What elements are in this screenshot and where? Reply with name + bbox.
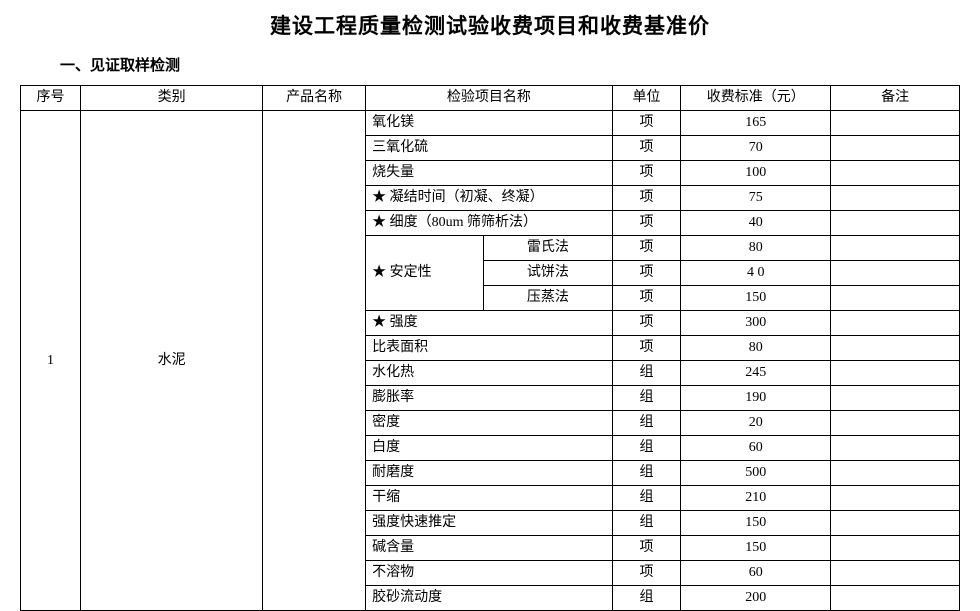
cell-note [831,486,960,511]
cell-item: 胶砂流动度 [366,586,613,611]
cell-item: 密度 [366,411,613,436]
cell-unit: 组 [612,436,681,461]
cell-unit: 项 [612,561,681,586]
table-row: 1 水泥 氧化镁 项 165 [21,111,960,136]
page-title: 建设工程质量检测试验收费项目和收费基准价 [0,10,980,40]
cell-item: 干缩 [366,486,613,511]
col-unit: 单位 [612,86,681,111]
cell-note [831,111,960,136]
cell-note [831,186,960,211]
cell-subitem: 试饼法 [484,261,613,286]
cell-unit: 组 [612,361,681,386]
cell-unit: 项 [612,211,681,236]
cell-item: 烧失量 [366,161,613,186]
cell-note [831,236,960,261]
cell-note [831,336,960,361]
cell-price: 70 [681,136,831,161]
section-heading: 一、见证取样检测 [60,54,980,75]
cell-note [831,361,960,386]
cell-item-group: ★ 安定性 [366,236,484,311]
cell-price: 150 [681,536,831,561]
cell-price: 300 [681,311,831,336]
cell-unit: 组 [612,386,681,411]
cell-price: 100 [681,161,831,186]
cell-note [831,286,960,311]
cell-note [831,311,960,336]
cell-unit: 项 [612,136,681,161]
cell-item: 碱含量 [366,536,613,561]
cell-price: 60 [681,436,831,461]
cell-price: 150 [681,511,831,536]
col-seq: 序号 [21,86,81,111]
cell-unit: 项 [612,336,681,361]
cell-note [831,536,960,561]
cell-price: 500 [681,461,831,486]
cell-item: 膨胀率 [366,386,613,411]
cell-item: ★ 凝结时间（初凝、终凝） [366,186,613,211]
cell-note [831,261,960,286]
cell-price: 40 [681,211,831,236]
cell-item: 耐磨度 [366,461,613,486]
cell-price: 165 [681,111,831,136]
cell-unit: 项 [612,186,681,211]
cell-seq: 1 [21,111,81,611]
cell-item: 强度快速推定 [366,511,613,536]
cell-note [831,136,960,161]
cell-item: ★ 细度（80um 筛筛析法） [366,211,613,236]
cell-unit: 项 [612,311,681,336]
cell-note [831,461,960,486]
cell-subitem: 雷氏法 [484,236,613,261]
cell-unit: 组 [612,586,681,611]
cell-price: 4 0 [681,261,831,286]
cell-price: 210 [681,486,831,511]
cell-price: 20 [681,411,831,436]
cell-unit: 组 [612,461,681,486]
cell-note [831,161,960,186]
cell-unit: 项 [612,286,681,311]
cell-item: ★ 强度 [366,311,613,336]
cell-unit: 项 [612,536,681,561]
table-header-row: 序号 类别 产品名称 检验项目名称 单位 收费标准（元） 备注 [21,86,960,111]
cell-item: 不溶物 [366,561,613,586]
cell-note [831,436,960,461]
cell-unit: 组 [612,411,681,436]
cell-price: 245 [681,361,831,386]
cell-price: 80 [681,236,831,261]
cell-item: 水化热 [366,361,613,386]
cell-price: 60 [681,561,831,586]
cell-price: 190 [681,386,831,411]
cell-unit: 组 [612,511,681,536]
cell-item: 氧化镁 [366,111,613,136]
cell-note [831,211,960,236]
cell-note [831,561,960,586]
cell-note [831,586,960,611]
col-category: 类别 [81,86,263,111]
cell-unit: 项 [612,161,681,186]
cell-note [831,511,960,536]
cell-category: 水泥 [81,111,263,611]
cell-unit: 项 [612,261,681,286]
cell-unit: 组 [612,486,681,511]
col-note: 备注 [831,86,960,111]
cell-item: 比表面积 [366,336,613,361]
cell-note [831,386,960,411]
pricing-table: 序号 类别 产品名称 检验项目名称 单位 收费标准（元） 备注 1 水泥 氧化镁… [20,85,960,611]
cell-subitem: 压蒸法 [484,286,613,311]
cell-unit: 项 [612,111,681,136]
col-product: 产品名称 [263,86,366,111]
cell-item: 白度 [366,436,613,461]
cell-note [831,411,960,436]
cell-price: 200 [681,586,831,611]
cell-price: 80 [681,336,831,361]
cell-unit: 项 [612,236,681,261]
col-price: 收费标准（元） [681,86,831,111]
cell-price: 75 [681,186,831,211]
cell-product [263,111,366,611]
cell-price: 150 [681,286,831,311]
col-item: 检验项目名称 [366,86,613,111]
cell-item: 三氧化硫 [366,136,613,161]
